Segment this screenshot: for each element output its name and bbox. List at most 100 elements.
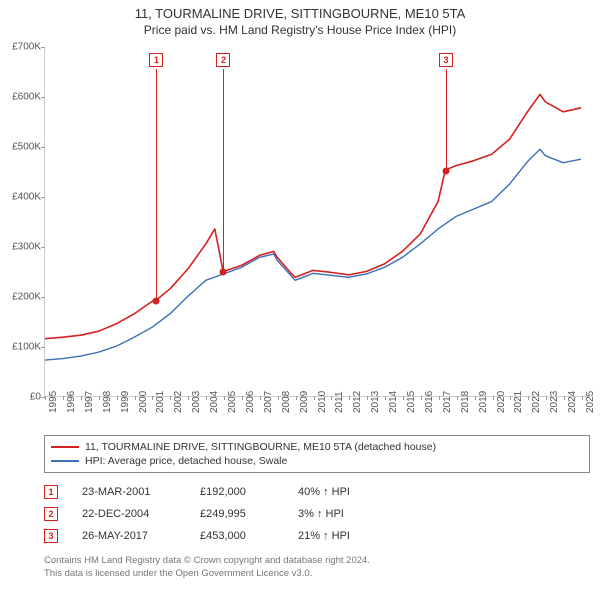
y-tick-mark [41,347,45,348]
marker-box: 2 [216,53,230,67]
x-tick-mark [45,396,46,400]
legend-swatch [51,460,79,462]
footer-line-1: Contains HM Land Registry data © Crown c… [44,555,590,568]
x-tick-label: 1996 [66,391,77,413]
footer-line-2: This data is licensed under the Open Gov… [44,568,590,581]
y-tick-label: £400K [1,192,41,203]
title-main: 11, TOURMALINE DRIVE, SITTINGBOURNE, ME1… [0,6,600,21]
x-tick-mark [546,396,547,400]
chart-area: £0£100K£200K£300K£400K£500K£600K£700K199… [44,47,590,397]
event-row: 3 26-MAY-2017 £453,000 21% ↑ HPI [44,525,590,547]
x-tick-label: 2011 [334,391,345,413]
series-line-hpi [45,149,581,360]
x-tick-label: 2025 [585,391,596,413]
x-tick-mark [349,396,350,400]
y-tick-label: £300K [1,242,41,253]
chart-container: 11, TOURMALINE DRIVE, SITTINGBOURNE, ME1… [0,0,600,590]
marker-line [223,69,224,272]
events-table: 123-MAR-2001£192,00040% ↑ HPI222-DEC-200… [44,481,590,547]
x-tick-label: 2014 [388,391,399,413]
y-tick-label: £0 [1,392,41,403]
x-tick-mark [564,396,565,400]
x-tick-mark [152,396,153,400]
x-tick-mark [63,396,64,400]
x-tick-mark [99,396,100,400]
event-date: 26-MAY-2017 [82,530,182,542]
marker-line [446,69,447,171]
x-tick-mark [331,396,332,400]
y-tick-mark [41,97,45,98]
legend-label: HPI: Average price, detached house, Swal… [85,455,287,467]
event-date: 22-DEC-2004 [82,508,182,520]
y-tick-mark [41,47,45,48]
x-tick-mark [135,396,136,400]
x-tick-label: 2010 [317,391,328,413]
x-tick-label: 2018 [460,391,471,413]
x-tick-mark [457,396,458,400]
x-tick-label: 2013 [370,391,381,413]
x-tick-label: 2001 [155,391,166,413]
event-hpi: 21% ↑ HPI [298,530,388,542]
event-row: 222-DEC-2004£249,9953% ↑ HPI [44,503,590,525]
x-tick-mark [188,396,189,400]
x-tick-label: 2024 [567,391,578,413]
x-tick-label: 2002 [173,391,184,413]
x-tick-mark [314,396,315,400]
x-tick-label: 2021 [513,391,524,413]
marker-dot [442,167,449,174]
event-date: 23-MAR-2001 [82,486,182,498]
x-tick-label: 1998 [102,391,113,413]
y-tick-mark [41,197,45,198]
x-tick-mark [385,396,386,400]
x-tick-mark [242,396,243,400]
title-sub: Price paid vs. HM Land Registry's House … [0,23,600,37]
x-tick-mark [475,396,476,400]
x-tick-mark [224,396,225,400]
x-tick-mark [278,396,279,400]
marker-dot [153,298,160,305]
x-tick-mark [439,396,440,400]
x-tick-label: 2017 [442,391,453,413]
chart-svg [45,47,590,396]
x-tick-label: 2016 [424,391,435,413]
x-tick-label: 1995 [48,391,59,413]
x-tick-mark [421,396,422,400]
x-tick-label: 2023 [549,391,560,413]
x-tick-label: 2004 [209,391,220,413]
x-tick-mark [528,396,529,400]
y-tick-mark [41,247,45,248]
event-hpi: 3% ↑ HPI [298,508,388,520]
x-tick-label: 2009 [299,391,310,413]
x-tick-label: 2008 [281,391,292,413]
footer: Contains HM Land Registry data © Crown c… [44,555,590,581]
y-tick-mark [41,147,45,148]
x-tick-mark [367,396,368,400]
event-marker: 3 [44,529,58,543]
x-tick-mark [170,396,171,400]
x-tick-label: 2003 [191,391,202,413]
x-tick-label: 2007 [263,391,274,413]
event-marker: 1 [44,485,58,499]
x-tick-mark [81,396,82,400]
title-block: 11, TOURMALINE DRIVE, SITTINGBOURNE, ME1… [0,0,600,39]
x-tick-label: 2020 [496,391,507,413]
x-tick-label: 2000 [138,391,149,413]
x-tick-label: 1997 [84,391,95,413]
y-tick-label: £500K [1,142,41,153]
x-tick-label: 2006 [245,391,256,413]
y-tick-mark [41,297,45,298]
marker-box: 3 [439,53,453,67]
event-price: £249,995 [200,508,280,520]
marker-line [156,69,157,301]
marker-box: 1 [149,53,163,67]
x-tick-mark [260,396,261,400]
x-tick-mark [582,396,583,400]
x-tick-label: 2015 [406,391,417,413]
x-tick-label: 1999 [120,391,131,413]
event-price: £453,000 [200,530,280,542]
event-price: £192,000 [200,486,280,498]
x-tick-label: 2005 [227,391,238,413]
legend-row: HPI: Average price, detached house, Swal… [51,454,583,468]
marker-dot [220,269,227,276]
x-tick-mark [510,396,511,400]
